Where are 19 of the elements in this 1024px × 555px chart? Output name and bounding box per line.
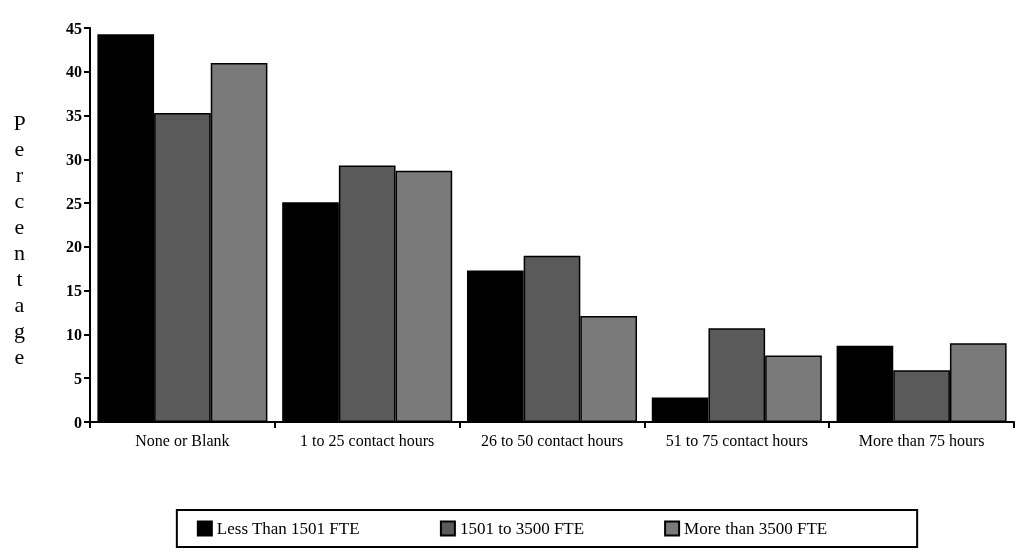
y-tick-label: 30 bbox=[66, 150, 82, 168]
y-tick-label: 20 bbox=[66, 238, 82, 256]
x-tick-label: More than 75 hours bbox=[858, 431, 985, 449]
y-tick-label: 45 bbox=[66, 19, 82, 37]
y-tick-label: 40 bbox=[66, 63, 82, 81]
y-tick-label: 25 bbox=[66, 194, 82, 212]
y-tick-label: 15 bbox=[66, 282, 82, 300]
x-tick-label: 1 to 25 contact hours bbox=[300, 431, 435, 449]
x-tick-label: 26 to 50 contact hours bbox=[480, 431, 624, 449]
y-tick-label: 5 bbox=[74, 369, 82, 387]
y-tick-label: 0 bbox=[74, 413, 82, 431]
x-tick-label: None or Blank bbox=[135, 431, 230, 449]
x-tick-label: 51 to 75 contact hours bbox=[665, 431, 808, 449]
y-tick-label: 10 bbox=[66, 325, 82, 343]
legend-label: Less Than 1501 FTE bbox=[216, 519, 360, 538]
legend-label: More than 3500 FTE bbox=[684, 519, 828, 538]
y-axis-title: Percentage bbox=[6, 109, 33, 372]
y-tick-label: 35 bbox=[66, 107, 82, 125]
legend-label: 1501 to 3500 FTE bbox=[459, 519, 585, 538]
